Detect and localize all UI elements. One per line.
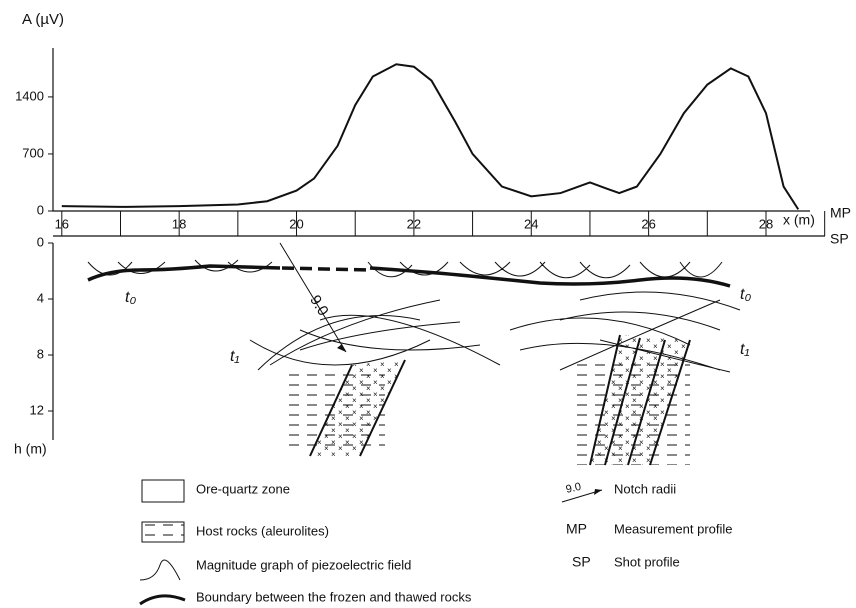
legend-label: Notch radii — [614, 481, 676, 496]
mp-label: MP — [830, 205, 851, 221]
legend-label: Host rocks (aleurolites) — [196, 523, 329, 538]
h-tick-label: 12 — [30, 402, 44, 417]
legend-symbol: SP — [572, 554, 591, 570]
h-tick-label: 4 — [37, 290, 44, 305]
x-tick-label: 24 — [524, 216, 538, 231]
section-drawing — [87, 242, 741, 466]
x-tick-label: 22 — [407, 216, 421, 231]
t0-label: t₀ — [125, 289, 136, 306]
x-axis-label: x (m) — [783, 212, 815, 228]
t0-label: t₀ — [740, 286, 751, 303]
legend — [139, 479, 603, 606]
x-tick-label: 26 — [641, 216, 655, 231]
y-tick-label: 0 — [37, 202, 44, 217]
x-tick-label: 16 — [55, 216, 69, 231]
legend-label: Magnitude graph of piezoelectric field — [196, 557, 411, 572]
y-axis-label: A (µV) — [22, 11, 64, 28]
h-tick-label: 8 — [37, 346, 44, 361]
x-tick-label: 28 — [759, 216, 773, 231]
legend-symbol: MP — [566, 521, 587, 537]
legend-label: Shot profile — [614, 554, 680, 569]
legend-symbol: 9.0 — [565, 481, 582, 496]
data-line — [61, 63, 800, 210]
legend-label: Ore-quartz zone — [196, 481, 290, 496]
notch-label: 9.0 — [306, 292, 331, 319]
legend-label: Measurement profile — [614, 521, 733, 536]
t1-label: t₁ — [230, 348, 240, 365]
sp-label: SP — [830, 231, 849, 247]
y-tick-label: 700 — [22, 145, 44, 160]
y-tick-label: 1400 — [15, 88, 44, 103]
x-tick-label: 18 — [172, 216, 186, 231]
t1-label: t₁ — [740, 341, 750, 358]
x-tick-label: 20 — [289, 216, 303, 231]
h-tick-label: 0 — [37, 234, 44, 249]
axis — [52, 48, 810, 212]
h-axis-label: h (m) — [14, 441, 47, 457]
legend-label: Boundary between the frozen and thawed r… — [196, 589, 472, 604]
